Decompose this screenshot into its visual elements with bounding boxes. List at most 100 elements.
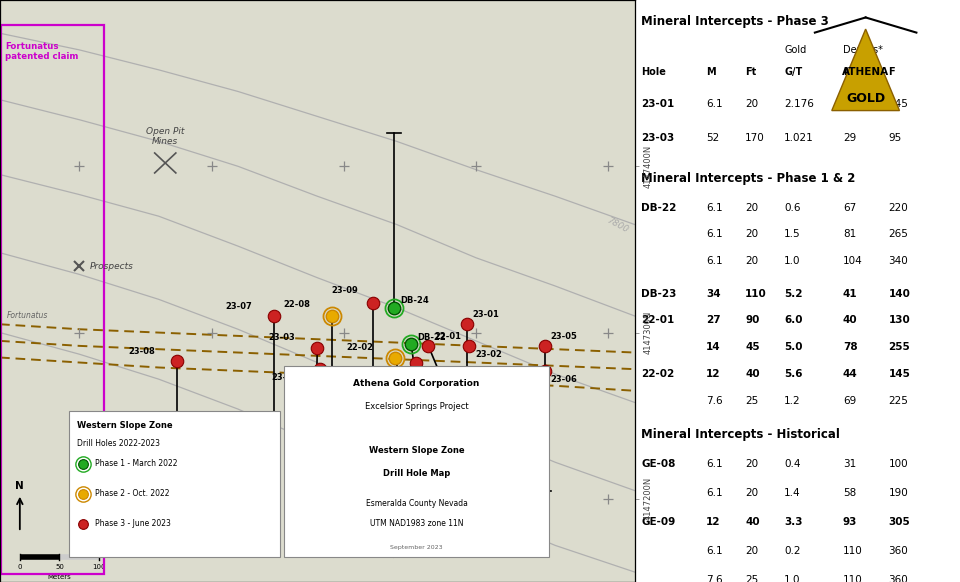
Text: 360: 360 — [888, 575, 908, 582]
Text: DB-23: DB-23 — [422, 367, 451, 375]
Text: 12: 12 — [707, 369, 721, 379]
Text: 75: 75 — [843, 99, 856, 109]
Text: 23-03: 23-03 — [641, 133, 674, 143]
Text: 1.2: 1.2 — [784, 396, 801, 406]
Text: GE-08: GE-08 — [641, 459, 676, 469]
Text: 100: 100 — [92, 564, 106, 570]
Text: 110: 110 — [843, 575, 863, 582]
Text: 23-07: 23-07 — [225, 301, 252, 311]
Text: 12: 12 — [707, 517, 721, 527]
Text: Depths*: Depths* — [843, 45, 883, 55]
Text: 22-02: 22-02 — [347, 343, 373, 352]
Text: 100: 100 — [888, 459, 908, 469]
Text: Drill Holes 2022-2023: Drill Holes 2022-2023 — [77, 439, 159, 448]
Text: 20: 20 — [745, 488, 758, 498]
Text: 22-02: 22-02 — [641, 369, 674, 379]
Text: 145: 145 — [888, 369, 910, 379]
Text: 140: 140 — [888, 289, 910, 299]
Text: 31: 31 — [843, 459, 856, 469]
Text: 40: 40 — [843, 315, 857, 325]
Text: 265: 265 — [888, 229, 908, 239]
Text: Hole: Hole — [641, 67, 666, 77]
Text: 78: 78 — [843, 342, 857, 352]
Text: 1.0: 1.0 — [784, 256, 801, 266]
Text: Mineral Intercepts - Phase 1 & 2: Mineral Intercepts - Phase 1 & 2 — [641, 172, 855, 185]
Text: 0.4: 0.4 — [784, 459, 801, 469]
Text: 25: 25 — [745, 575, 758, 582]
Text: 1.021: 1.021 — [784, 133, 814, 143]
Text: 20: 20 — [745, 99, 758, 109]
Text: Ft: Ft — [745, 67, 756, 77]
Text: September 2023: September 2023 — [390, 545, 443, 551]
Text: Gold: Gold — [784, 45, 806, 55]
Text: 20: 20 — [745, 256, 758, 266]
Text: Excelsior Springs Project: Excelsior Springs Project — [365, 402, 468, 411]
Text: DB-23: DB-23 — [641, 289, 677, 299]
Text: 40: 40 — [745, 369, 760, 379]
Text: 44: 44 — [843, 369, 857, 379]
Text: 69: 69 — [843, 396, 856, 406]
Text: Mineral Intercepts - Phase 3: Mineral Intercepts - Phase 3 — [641, 15, 828, 27]
Text: 23-06: 23-06 — [550, 375, 577, 384]
Text: G/T: G/T — [784, 67, 803, 77]
Text: 90: 90 — [745, 315, 759, 325]
Text: Fortunatus: Fortunatus — [7, 311, 48, 321]
Text: 22-03: 22-03 — [337, 392, 364, 400]
Text: GE-09: GE-09 — [641, 517, 675, 527]
Text: Open Pit
Mines: Open Pit Mines — [146, 127, 184, 146]
Text: 41: 41 — [843, 289, 857, 299]
Text: 6.1: 6.1 — [707, 99, 723, 109]
Text: 50: 50 — [55, 564, 64, 570]
Text: Athena Gold Corporation: Athena Gold Corporation — [353, 379, 480, 388]
Text: 93: 93 — [843, 517, 857, 527]
Text: 6.1: 6.1 — [707, 459, 723, 469]
Text: 170: 170 — [745, 133, 765, 143]
Text: 110: 110 — [745, 289, 767, 299]
Text: 40: 40 — [745, 517, 760, 527]
Text: 22-01: 22-01 — [434, 332, 461, 340]
Text: 6.1: 6.1 — [707, 203, 723, 212]
Text: 130: 130 — [888, 315, 910, 325]
Text: 104: 104 — [843, 256, 863, 266]
Text: 23-01: 23-01 — [641, 99, 674, 109]
Text: 22-08: 22-08 — [283, 300, 310, 309]
Text: 220: 220 — [888, 203, 908, 212]
Text: 23-08: 23-08 — [129, 346, 156, 356]
Text: 23-04: 23-04 — [272, 373, 299, 382]
Text: DB-22: DB-22 — [641, 203, 677, 212]
Text: 27: 27 — [707, 315, 721, 325]
Text: 6.1: 6.1 — [707, 546, 723, 556]
Text: UTM NAD1983 zone 11N: UTM NAD1983 zone 11N — [370, 519, 463, 528]
Text: F: F — [888, 67, 895, 77]
Text: Western Slope Zone: Western Slope Zone — [77, 421, 172, 430]
Bar — [1, 25, 105, 574]
Text: Phase 1 - March 2022: Phase 1 - March 2022 — [95, 459, 178, 469]
Text: Phase 2 - Oct. 2022: Phase 2 - Oct. 2022 — [95, 489, 170, 498]
Text: 6.0: 6.0 — [784, 315, 803, 325]
Text: 1.0: 1.0 — [784, 575, 801, 582]
Text: 110: 110 — [843, 546, 863, 556]
Text: 23-03: 23-03 — [269, 333, 296, 342]
Text: Drill Hole Map: Drill Hole Map — [383, 469, 450, 478]
Text: 22-01: 22-01 — [641, 315, 674, 325]
Text: 7.6: 7.6 — [707, 575, 723, 582]
Text: 22-12: 22-12 — [117, 424, 144, 434]
Text: 45: 45 — [745, 342, 760, 352]
Bar — [69, 411, 280, 557]
Text: 58: 58 — [843, 488, 856, 498]
Text: 360: 360 — [888, 546, 908, 556]
Text: 5.6: 5.6 — [784, 369, 803, 379]
Text: 2.176: 2.176 — [784, 99, 814, 109]
Text: 23-05: 23-05 — [550, 332, 577, 340]
Text: Esmeralda County Nevada: Esmeralda County Nevada — [366, 499, 468, 508]
Text: M: M — [843, 67, 852, 77]
Text: 5.0: 5.0 — [784, 342, 803, 352]
Text: 225: 225 — [888, 396, 908, 406]
Text: 3.3: 3.3 — [784, 517, 803, 527]
Text: 22-07: 22-07 — [353, 427, 380, 435]
Text: 7800: 7800 — [606, 216, 630, 235]
Text: 255: 255 — [888, 342, 910, 352]
Text: 20: 20 — [745, 203, 758, 212]
Text: 340: 340 — [888, 256, 908, 266]
Text: 34: 34 — [707, 289, 721, 299]
